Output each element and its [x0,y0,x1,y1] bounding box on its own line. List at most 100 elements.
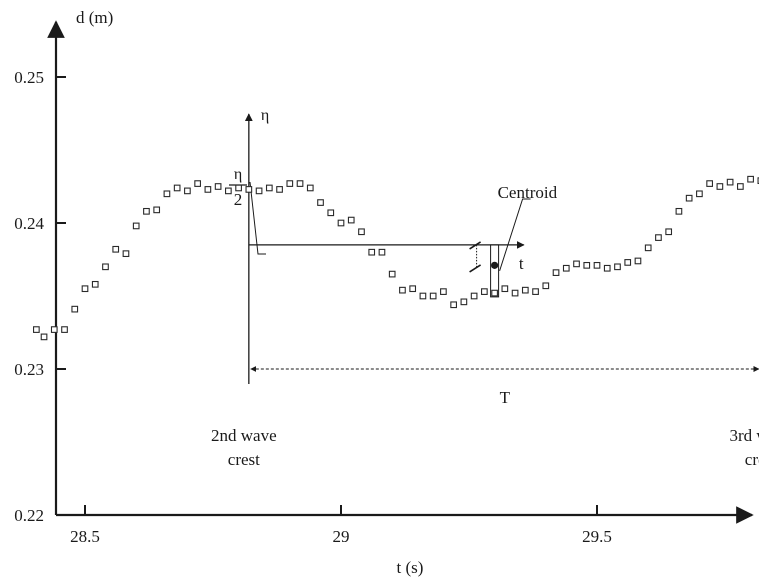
data-point [737,183,744,190]
y-tick-label: 0.25 [14,68,44,87]
data-point [706,180,713,187]
centroid-bar [490,244,500,298]
data-point [614,263,621,271]
data-point [491,289,498,297]
data-point [358,228,365,236]
data-point [583,261,591,269]
data-point [562,264,570,272]
data-point [255,187,263,195]
data-point [644,244,652,252]
data-point [532,288,539,295]
data-point [204,186,212,193]
data-point [696,190,703,198]
data-point [726,178,734,186]
data-point [276,186,283,193]
data-point [327,209,335,217]
data-point [388,270,396,278]
data-point [665,228,673,236]
data-point [542,282,550,290]
second-crest-label-line2: crest [228,450,260,469]
data-point [50,326,58,333]
data-point [440,288,447,295]
data-point [286,180,294,187]
half-eta-denominator: 2 [234,190,243,209]
data-point [214,183,222,190]
data-point [317,199,324,206]
data-point [552,269,560,276]
y-tick-label: 0.24 [14,214,44,233]
x-tick-label: 28.5 [70,527,100,546]
data-point [143,207,150,215]
data-point [624,259,632,266]
data-point [716,183,724,190]
data-point [296,180,304,187]
data-point [429,292,437,300]
data-point [347,216,355,224]
data-point [71,305,79,313]
data-point [33,326,40,333]
y-tick-label: 0.23 [14,360,44,379]
data-point [184,187,191,195]
data-point [685,194,693,202]
data-point [40,333,48,341]
centroid-label: Centroid [498,183,558,202]
data-point [501,285,509,293]
annotation-layer: η t T η 2 Centroid 2nd wave crest 3rd wa… [211,107,759,469]
data-point [306,184,314,192]
data-point [368,248,376,256]
half-eta-numerator: η [234,166,242,183]
data-point [603,264,611,272]
y-axis-title: d (m) [76,8,113,27]
half-eta-tick-lower [469,264,482,273]
data-point [634,257,642,265]
axis-ticks [56,76,598,516]
x-tick-label: 29 [333,527,350,546]
data-point [655,234,662,241]
data-point [470,292,478,300]
data-point [399,286,406,294]
data-point [81,285,89,293]
data-point [521,286,529,294]
data-point [460,298,468,306]
data-point [245,186,253,193]
data-point [225,187,232,195]
data-point [153,206,161,214]
data-point [747,175,754,183]
data-point [409,285,417,293]
data-point [132,222,140,230]
second-crest-label-line1: 2nd wave [211,426,277,445]
data-point [450,301,457,309]
data-point [112,245,120,253]
data-point [481,288,488,295]
data-points [33,175,759,341]
data-point [265,184,273,192]
period-label: T [500,388,511,407]
data-point [91,280,99,288]
data-point [419,292,427,300]
centroid-point [491,261,499,269]
data-point [593,261,601,269]
data-point [235,184,242,192]
data-point [173,184,181,192]
centroid-leader-line [499,198,531,272]
half-eta-leader-line [249,181,266,255]
data-point [163,190,171,198]
data-point [194,180,201,187]
x-axis-title: t (s) [397,558,424,577]
data-point [675,207,683,215]
data-point [378,248,386,256]
x-tick-label: 29.5 [582,527,612,546]
third-crest-label-line2: crest [745,450,759,469]
half-eta-tick-upper [469,241,482,250]
data-point [511,289,519,297]
y-tick-label: 0.22 [14,506,44,525]
eta-axis-label: η [261,107,269,124]
data-point [573,260,580,268]
data-point [61,326,68,333]
data-point [122,250,130,258]
data-point [102,263,109,271]
data-point [337,219,345,227]
local-t-axis-label: t [519,254,524,273]
